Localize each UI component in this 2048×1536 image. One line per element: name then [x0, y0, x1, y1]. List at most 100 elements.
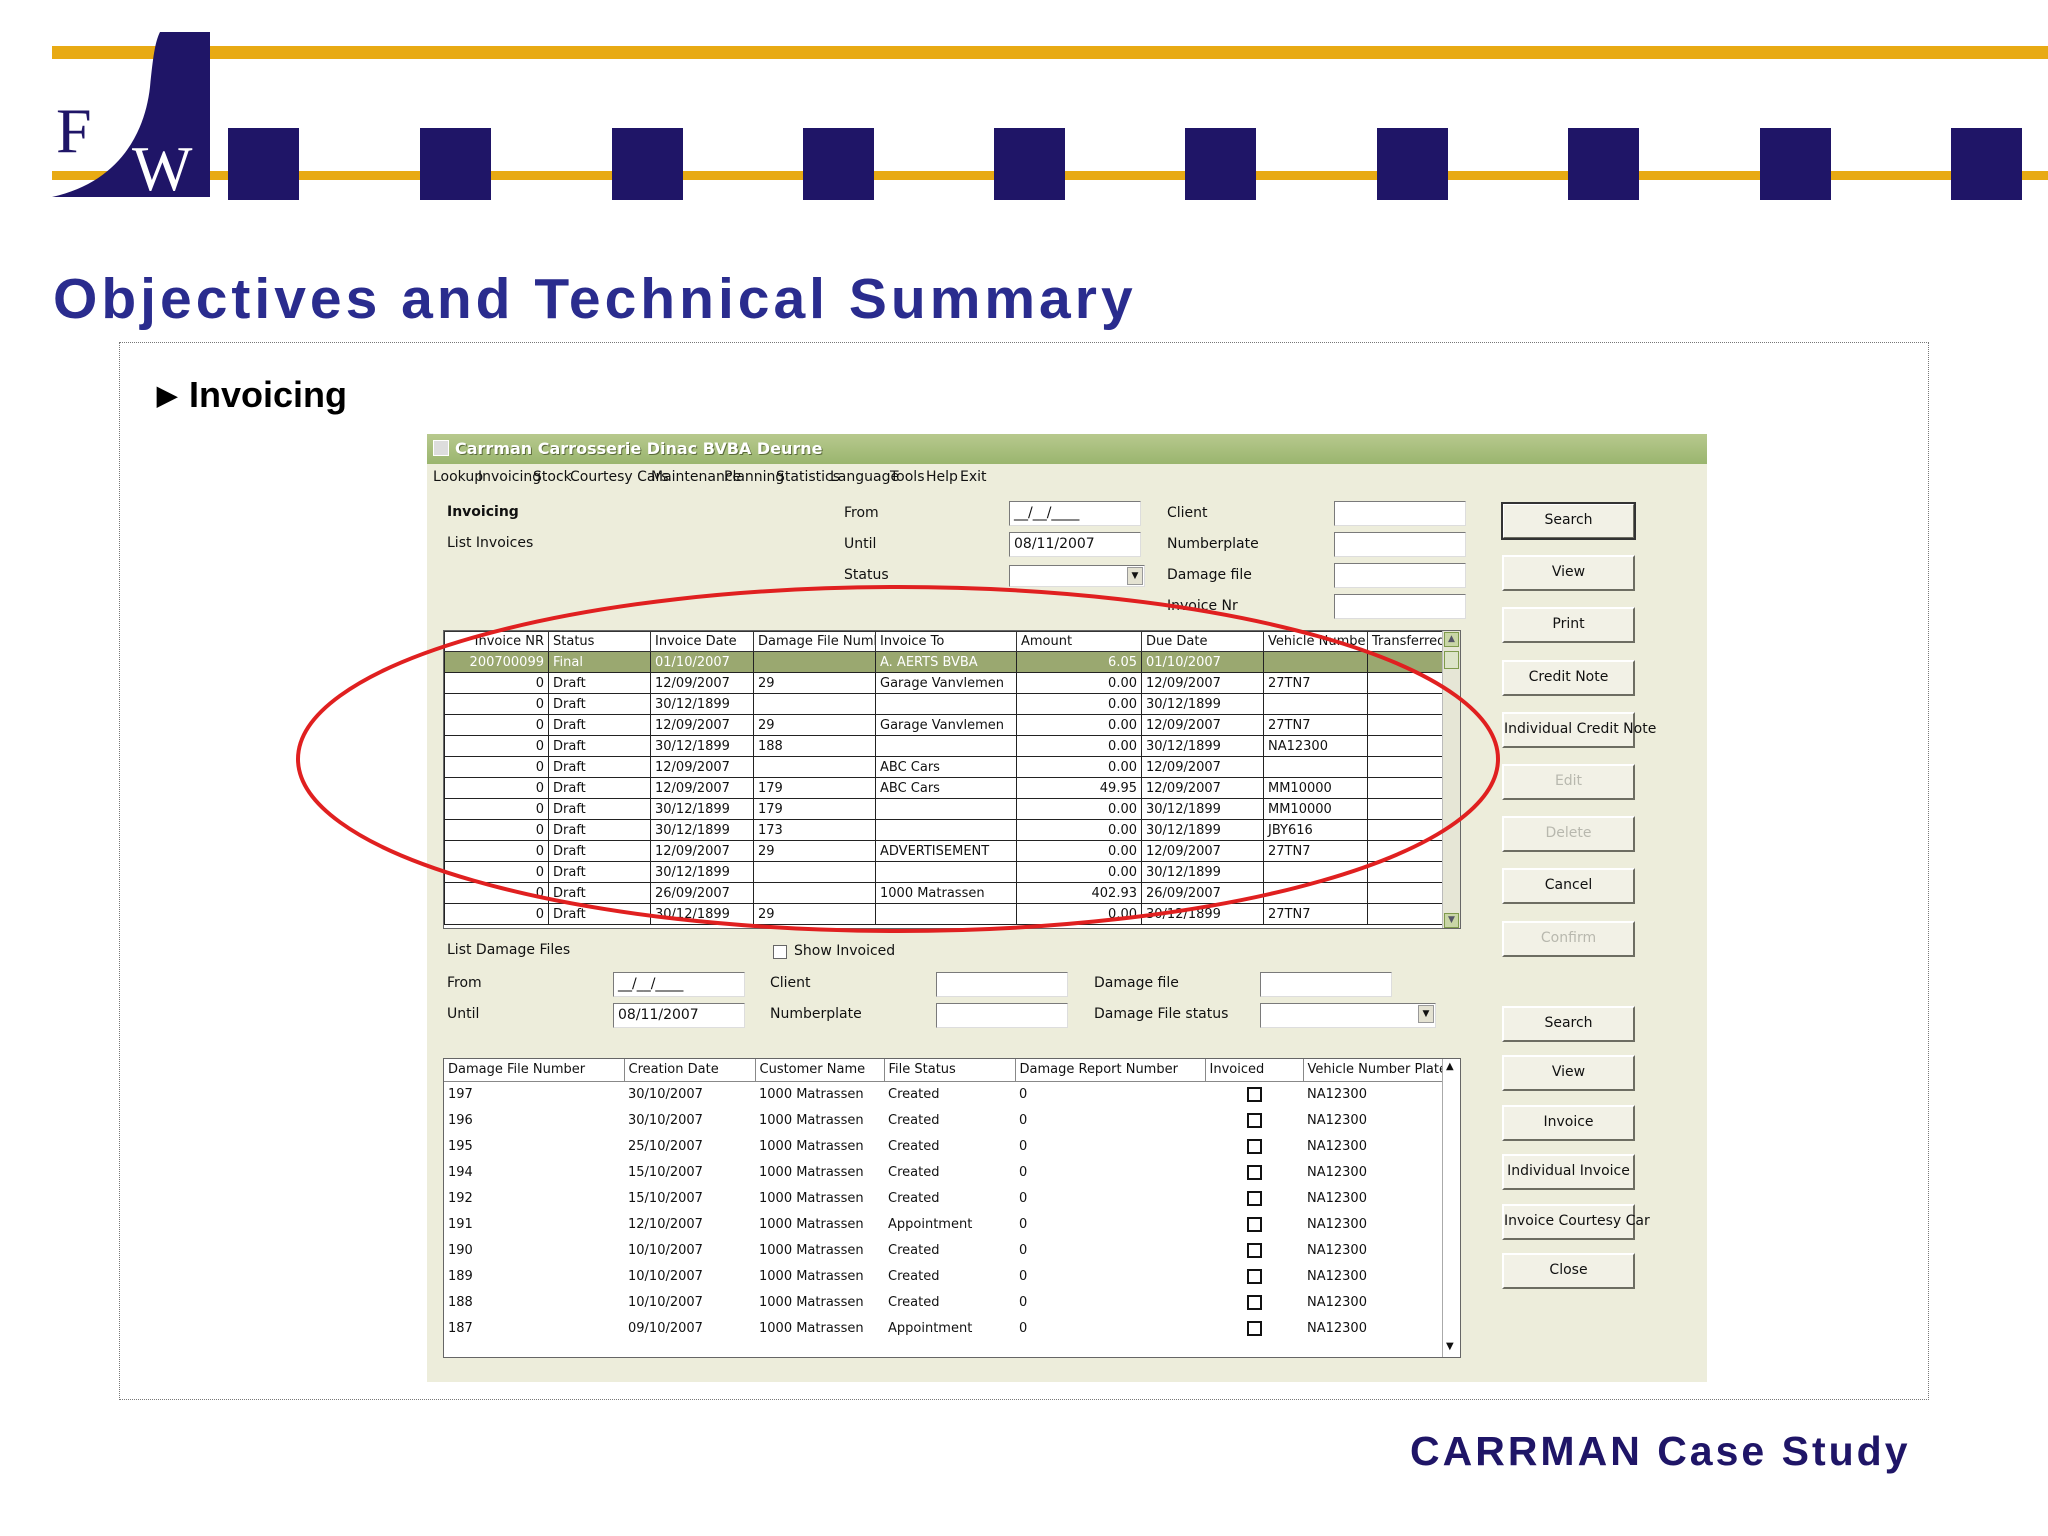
menu-item-invoicing[interactable]: Invoicing — [478, 469, 542, 485]
invoiced-checkbox[interactable] — [1246, 1086, 1262, 1102]
chevron-down-icon[interactable]: ▼ — [1127, 567, 1143, 585]
damage-file-row[interactable]: 190 10/10/2007 1000 Matrassen Created 0 NA123… — [444, 1237, 1444, 1263]
damage-file-row[interactable]: 187 09/10/2007 1000 Matrassen Appointment 0 N… — [444, 1315, 1444, 1341]
damage-file-row[interactable]: 192 15/10/2007 1000 Matrassen Created 0 NA123… — [444, 1185, 1444, 1211]
invoice-column-header[interactable]: Invoice Date — [650, 631, 754, 652]
individual-invoice-button[interactable]: Individual Invoice — [1502, 1154, 1635, 1191]
credit-note-button[interactable]: Credit Note — [1502, 659, 1635, 696]
invoiced-cell — [1205, 1289, 1303, 1315]
view-button[interactable]: View — [1502, 555, 1635, 592]
damage-column-header[interactable]: Damage Report Number — [1015, 1059, 1206, 1082]
invoice-row[interactable]: 0 Draft 30/12/1899 0.00 30/12/1899 — [444, 861, 1445, 883]
invoice-row[interactable]: 200700099 Final 01/10/2007 A. AERTS BVBA 6.0… — [444, 651, 1445, 673]
invoice-cell — [753, 651, 876, 673]
damage-file-row[interactable]: 188 10/10/2007 1000 Matrassen Created 0 NA123… — [444, 1289, 1444, 1315]
invoice-row[interactable]: 0 Draft 26/09/2007 1000 Matrassen 402.93 26/0… — [444, 882, 1445, 904]
invoice-column-header[interactable]: Status — [548, 631, 651, 652]
chevron-down-icon[interactable]: ▼ — [1418, 1005, 1434, 1023]
damage-grid-scrollbar[interactable]: ▲ ▼ — [1442, 1059, 1460, 1357]
damage-column-header[interactable]: Damage File Number — [444, 1059, 625, 1082]
damage-from-date-field[interactable]: __/__/____ — [613, 972, 745, 997]
print-button[interactable]: Print — [1502, 607, 1635, 644]
invoiced-checkbox[interactable] — [1246, 1320, 1262, 1336]
scroll-thumb[interactable] — [1444, 651, 1459, 669]
menu-item-planning[interactable]: Planning — [724, 469, 785, 485]
invoice-column-header[interactable]: Vehicle Numbe — [1263, 631, 1368, 652]
invoice-column-header[interactable]: Due Date — [1141, 631, 1264, 652]
view-button[interactable]: View — [1502, 1055, 1635, 1092]
scroll-up-icon[interactable]: ▲ — [1444, 632, 1459, 647]
invoice-courtesy-car-button[interactable]: Invoice Courtesy Car — [1502, 1203, 1650, 1240]
individual-credit-note-button[interactable]: Individual Credit Note — [1502, 711, 1656, 748]
damage-file-row[interactable]: 194 15/10/2007 1000 Matrassen Created 0 NA123… — [444, 1159, 1444, 1185]
invoice-row[interactable]: 0 Draft 12/09/2007 29 Garage Vanvlemen 0.00 12… — [444, 672, 1445, 694]
show-invoiced-checkbox[interactable] — [773, 945, 787, 959]
damage-cell: NA12300 — [1307, 1086, 1367, 1102]
invoice-column-header[interactable]: Transferred — [1367, 631, 1445, 652]
menu-item-stock[interactable]: Stock — [533, 469, 572, 485]
invoice-grid[interactable]: Invoice NR Status Invoice Date Damage File … — [443, 630, 1461, 929]
cancel-button[interactable]: Cancel — [1502, 868, 1635, 905]
invoiced-checkbox[interactable] — [1246, 1138, 1262, 1154]
invoiced-checkbox[interactable] — [1246, 1242, 1262, 1258]
damage-column-header[interactable]: Invoiced — [1205, 1059, 1304, 1082]
invoiced-checkbox[interactable] — [1246, 1268, 1262, 1284]
invoiced-checkbox[interactable] — [1246, 1294, 1262, 1310]
invoiced-checkbox[interactable] — [1246, 1190, 1262, 1206]
menu-item-statistics[interactable]: Statistics — [776, 469, 840, 485]
confirm-button[interactable]: Confirm — [1502, 920, 1635, 957]
invoice-row[interactable]: 0 Draft 30/12/1899 0.00 30/12/1899 — [444, 693, 1445, 715]
edit-button[interactable]: Edit — [1502, 764, 1635, 800]
damage-column-header[interactable]: Customer Name — [755, 1059, 885, 1082]
client-field[interactable] — [1334, 501, 1466, 526]
close-button[interactable]: Close — [1502, 1253, 1635, 1289]
scroll-down-icon[interactable]: ▼ — [1446, 1341, 1454, 1352]
damage-file-row[interactable]: 189 10/10/2007 1000 Matrassen Created 0 NA123… — [444, 1263, 1444, 1289]
invoiced-checkbox[interactable] — [1246, 1164, 1262, 1180]
menu-item-language[interactable]: Language — [830, 469, 900, 485]
status-select[interactable]: ▼ — [1009, 565, 1145, 587]
invoice-row[interactable]: 0 Draft 30/12/1899 29 0.00 30/12/1899 27TN7 — [444, 903, 1445, 925]
scroll-up-icon[interactable]: ▲ — [1446, 1061, 1454, 1072]
menu-item-courtesy-cars[interactable]: Courtesy Cars — [570, 469, 669, 485]
damage-client-field[interactable] — [936, 972, 1068, 997]
menu-item-exit[interactable]: Exit — [960, 469, 987, 485]
invoice-row[interactable]: 0 Draft 30/12/1899 179 0.00 30/12/1899 MM10000 — [444, 798, 1445, 820]
damage-file-row[interactable]: 195 25/10/2007 1000 Matrassen Created 0 NA123… — [444, 1133, 1444, 1159]
invoiced-checkbox[interactable] — [1246, 1216, 1262, 1232]
damage-column-header[interactable]: Creation Date — [624, 1059, 756, 1082]
delete-button[interactable]: Delete — [1502, 816, 1635, 853]
damage-file-field[interactable] — [1334, 563, 1466, 588]
invoice-column-header[interactable]: Damage File Numb — [753, 631, 876, 652]
invoice-cell: Draft — [548, 861, 651, 883]
menu-item-help[interactable]: Help — [926, 469, 958, 485]
from-date-field[interactable]: __/__/____ — [1009, 501, 1141, 526]
scroll-down-icon[interactable]: ▼ — [1444, 913, 1459, 928]
damage-file-status-select[interactable]: ▼ — [1260, 1003, 1436, 1028]
invoice-nr-field[interactable] — [1334, 594, 1466, 619]
damage-until-date-field[interactable]: 08/11/2007 — [613, 1003, 745, 1028]
damage-file-row[interactable]: 196 30/10/2007 1000 Matrassen Created 0 NA123… — [444, 1107, 1444, 1133]
menu-item-tools[interactable]: Tools — [890, 469, 925, 485]
menu-item-maintenance[interactable]: Maintenance — [651, 469, 742, 485]
until-date-field[interactable]: 08/11/2007 — [1009, 532, 1141, 557]
decorative-square — [1377, 128, 1448, 200]
invoice-row[interactable]: 0 Draft 30/12/1899 173 0.00 30/12/1899 JBY616 — [444, 819, 1445, 841]
damage-column-header[interactable]: File Status — [884, 1059, 1016, 1082]
numberplate-field[interactable] — [1334, 532, 1466, 557]
damage-files-grid[interactable]: Damage File Number Creation Date Customer … — [443, 1058, 1461, 1358]
damage-file-row[interactable]: 191 12/10/2007 1000 Matrassen Appointment 0 N… — [444, 1211, 1444, 1237]
invoice-cell: 30/12/1899 — [1141, 798, 1264, 820]
damage-file-row[interactable]: 197 30/10/2007 1000 Matrassen Created 0 NA123… — [444, 1081, 1444, 1107]
search-button[interactable]: Search — [1501, 502, 1636, 540]
invoiced-checkbox[interactable] — [1246, 1112, 1262, 1128]
damage-file-filter-field[interactable] — [1260, 972, 1392, 997]
search-button[interactable]: Search — [1502, 1006, 1635, 1042]
damage-column-header[interactable]: Vehicle Number Plate — [1303, 1059, 1445, 1082]
invoice-grid-scrollbar[interactable]: ▲ ▼ — [1442, 631, 1460, 928]
invoice-row[interactable]: 0 Draft 12/09/2007 29 Garage Vanvlemen 0.00 12… — [444, 714, 1445, 736]
invoice-column-header[interactable]: Amount — [1016, 631, 1142, 652]
damage-numberplate-field[interactable] — [936, 1003, 1068, 1028]
invoice-button[interactable]: Invoice — [1502, 1104, 1635, 1141]
menu-item-lookup[interactable]: Lookup — [433, 469, 484, 485]
